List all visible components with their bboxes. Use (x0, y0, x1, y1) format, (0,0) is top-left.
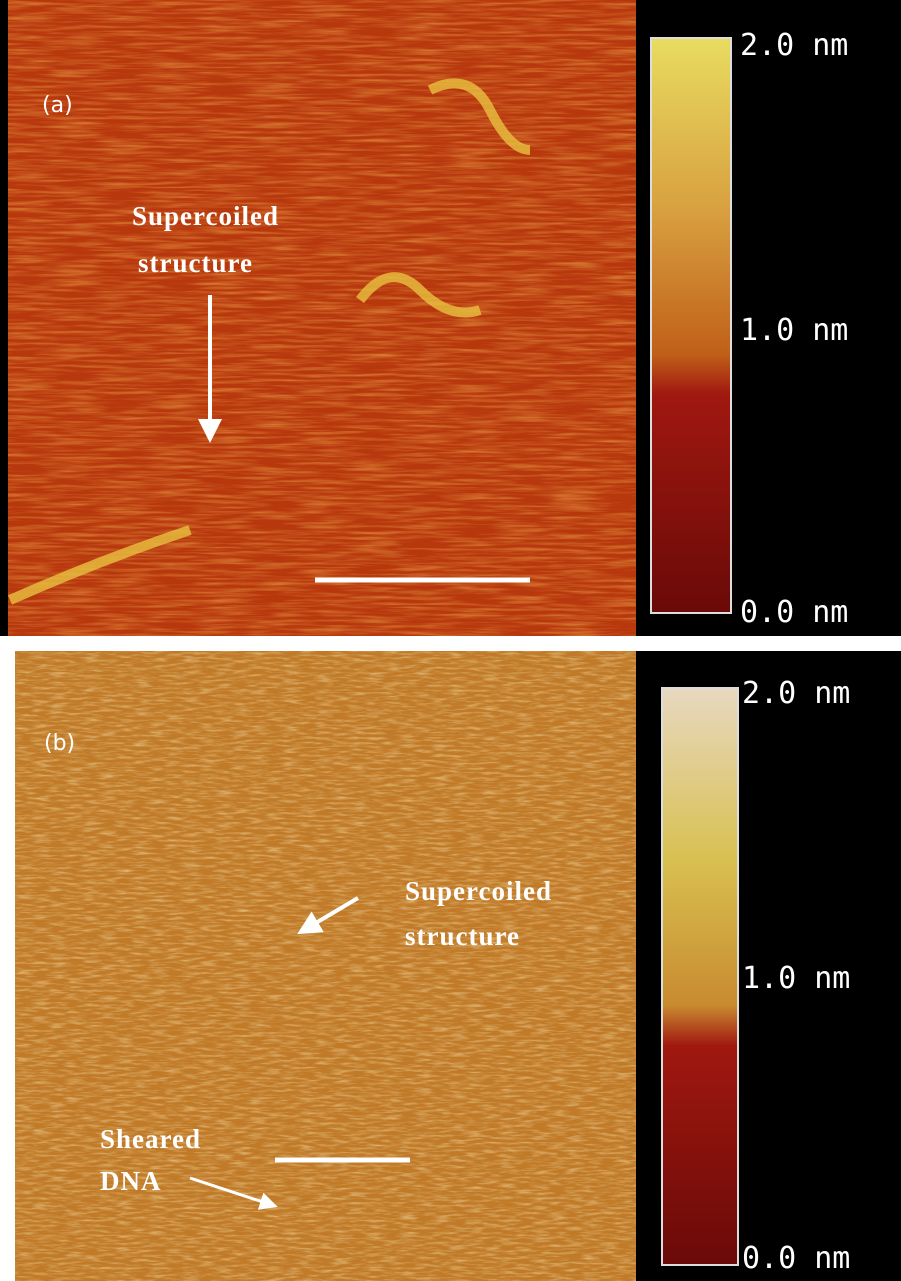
annotation: Supercoiled (405, 876, 552, 906)
annotation: structure (138, 248, 253, 278)
colorbar-label: 2.0 nm (740, 28, 848, 63)
annotation: Supercoiled (132, 201, 279, 231)
colorbar (651, 38, 731, 613)
colorbar-label: 2.0 nm (742, 676, 850, 711)
annotation: Sheared (100, 1124, 201, 1154)
panel-b: (b) Supercoiled structure Sheared DNA 2.… (0, 651, 901, 1281)
colorbar-label: 1.0 nm (740, 313, 848, 348)
annotation: DNA (100, 1166, 162, 1196)
panel-a: (a) Supercoiled structure 2.0 nm 1.0 nm … (0, 0, 901, 636)
annotation: structure (405, 921, 520, 951)
panel-label: (b) (44, 731, 75, 756)
figure: (a) Supercoiled structure 2.0 nm 1.0 nm … (0, 0, 901, 1281)
colorbar-label: 0.0 nm (740, 595, 848, 630)
panel-label: (a) (42, 93, 73, 118)
margin (0, 651, 15, 1281)
colorbar-label: 1.0 nm (742, 961, 850, 996)
afm-texture (8, 0, 636, 636)
colorbar-label: 0.0 nm (742, 1241, 850, 1276)
colorbar (662, 688, 738, 1265)
